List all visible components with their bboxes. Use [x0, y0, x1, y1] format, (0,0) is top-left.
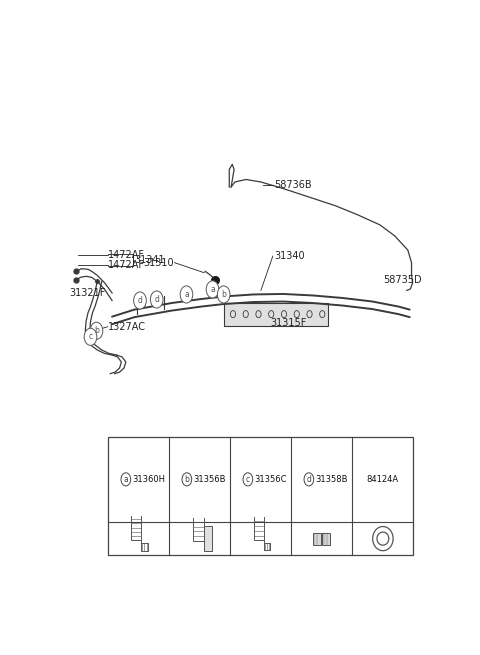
- Circle shape: [150, 291, 163, 308]
- Text: a: a: [184, 290, 189, 299]
- Text: b: b: [221, 290, 226, 299]
- Bar: [224, 303, 328, 326]
- Bar: [322, 533, 330, 545]
- Text: 31358B: 31358B: [315, 475, 348, 484]
- Circle shape: [121, 473, 131, 486]
- Text: 1472AF: 1472AF: [108, 250, 145, 260]
- Text: b: b: [94, 326, 99, 335]
- Bar: [312, 533, 321, 545]
- Circle shape: [304, 473, 314, 486]
- Circle shape: [206, 281, 219, 298]
- Text: 84124A: 84124A: [367, 475, 399, 484]
- Bar: [204, 526, 212, 552]
- Text: c: c: [246, 475, 250, 484]
- Text: 31310: 31310: [143, 257, 173, 268]
- Circle shape: [217, 286, 230, 303]
- Circle shape: [243, 473, 252, 486]
- Circle shape: [133, 292, 146, 309]
- Ellipse shape: [377, 532, 389, 545]
- Text: 1472AF: 1472AF: [108, 260, 145, 271]
- Text: 31341: 31341: [134, 255, 165, 265]
- Text: 31340: 31340: [274, 251, 304, 261]
- Text: 1327AC: 1327AC: [108, 322, 146, 331]
- Circle shape: [84, 328, 97, 345]
- Bar: [108, 437, 413, 555]
- Ellipse shape: [372, 527, 393, 551]
- Text: 58736B: 58736B: [274, 179, 312, 189]
- Text: 31360H: 31360H: [132, 475, 165, 484]
- Text: d: d: [154, 295, 159, 304]
- Text: d: d: [306, 475, 312, 484]
- Text: a: a: [123, 475, 128, 484]
- Text: d: d: [138, 296, 143, 305]
- Text: 31356C: 31356C: [254, 475, 287, 484]
- Circle shape: [90, 322, 103, 339]
- Text: c: c: [88, 332, 93, 341]
- Text: 31356B: 31356B: [193, 475, 226, 484]
- Text: b: b: [184, 475, 189, 484]
- Circle shape: [182, 473, 192, 486]
- Text: 58735D: 58735D: [384, 275, 422, 286]
- Text: 31321F: 31321F: [69, 288, 106, 298]
- Circle shape: [180, 286, 193, 303]
- Text: a: a: [210, 285, 215, 294]
- Text: 31315F: 31315F: [270, 318, 307, 328]
